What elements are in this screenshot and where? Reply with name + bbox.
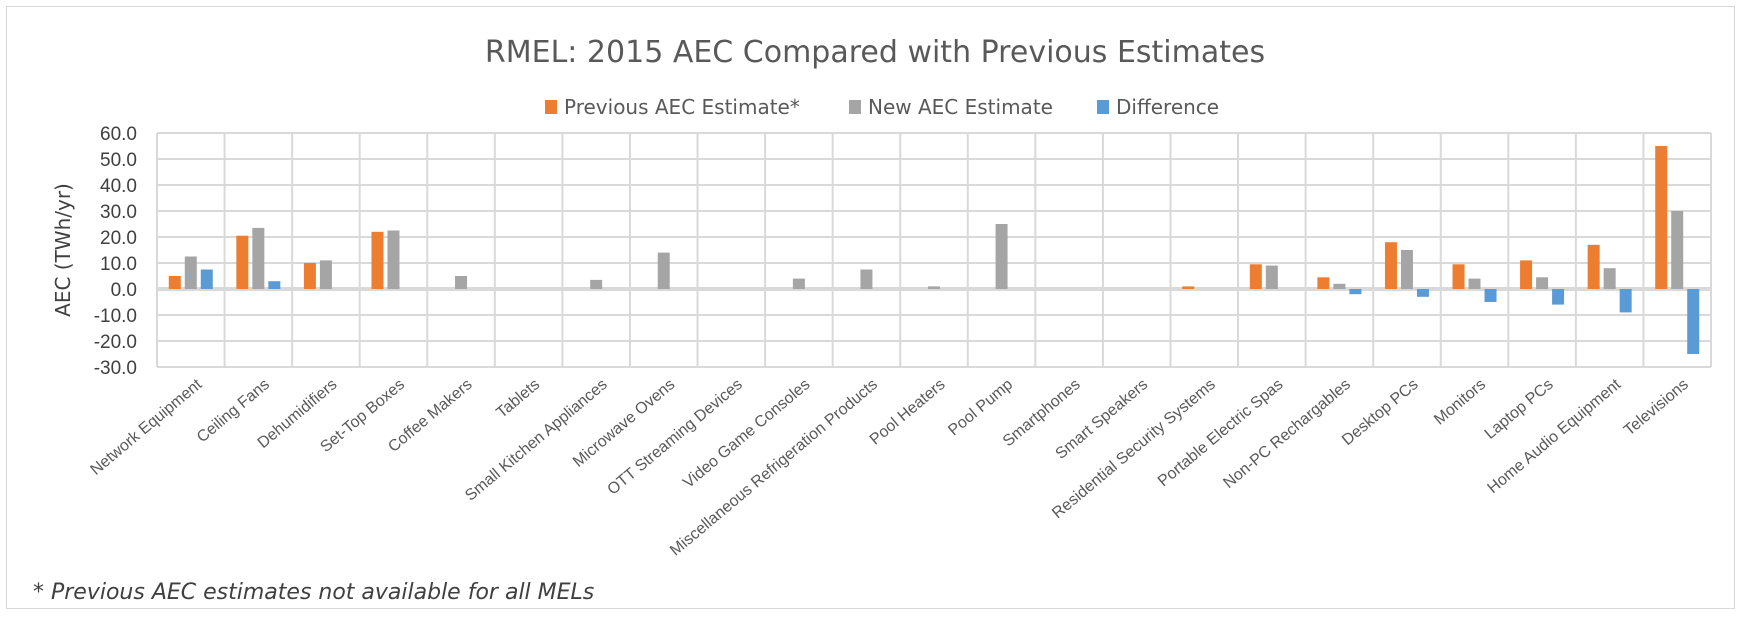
bar-difference-18 xyxy=(1416,289,1429,297)
bar-difference-0 xyxy=(200,269,213,289)
legend-swatch xyxy=(545,100,557,114)
y-tick-label: 20.0 xyxy=(100,228,137,249)
bar-previous-aec-estimate--21 xyxy=(1587,244,1600,289)
x-tick-label: Home Audio Equipment xyxy=(1485,376,1625,497)
x-tick-label: Non-PC Rechargables xyxy=(1220,376,1354,492)
grid xyxy=(156,132,1712,368)
bar-new-aec-estimate-9 xyxy=(792,278,805,289)
chart-frame xyxy=(6,6,1735,609)
bar-new-aec-estimate-7 xyxy=(657,252,670,289)
x-tick-label: Portable Electric Spas xyxy=(1155,376,1287,490)
bar-new-aec-estimate-19 xyxy=(1468,278,1481,289)
x-tick-label: Video Game Consoles xyxy=(680,376,813,492)
y-tick-label: 0.0 xyxy=(111,280,137,301)
bar-previous-aec-estimate--20 xyxy=(1520,260,1533,289)
bar-new-aec-estimate-21 xyxy=(1603,268,1616,289)
bar-new-aec-estimate-18 xyxy=(1400,250,1413,289)
y-tick-label: 60.0 xyxy=(100,124,137,145)
bar-new-aec-estimate-11 xyxy=(928,286,940,289)
y-tick-label: 10.0 xyxy=(100,254,137,275)
bar-previous-aec-estimate--16 xyxy=(1249,264,1262,289)
legend-swatch xyxy=(849,100,861,114)
bar-difference-1 xyxy=(268,281,281,289)
bar-previous-aec-estimate--18 xyxy=(1384,242,1397,289)
bar-previous-aec-estimate--1 xyxy=(236,235,249,289)
bar-previous-aec-estimate--0 xyxy=(168,276,181,289)
bar-difference-21 xyxy=(1619,289,1632,313)
y-tick-label: -30.0 xyxy=(94,358,137,379)
legend-swatch xyxy=(1097,100,1109,114)
bar-new-aec-estimate-12 xyxy=(995,224,1008,289)
bar-previous-aec-estimate--15 xyxy=(1182,286,1195,289)
bar-new-aec-estimate-22 xyxy=(1671,211,1684,289)
x-tick-label: Network Equipment xyxy=(87,376,205,479)
bar-new-aec-estimate-10 xyxy=(860,269,873,289)
y-tick-label: -10.0 xyxy=(94,306,137,327)
chart-title: RMEL: 2015 AEC Compared with Previous Es… xyxy=(485,35,1265,70)
bar-new-aec-estimate-20 xyxy=(1536,277,1549,289)
bar-new-aec-estimate-0 xyxy=(184,256,197,289)
bar-difference-22 xyxy=(1687,289,1700,354)
x-tick-label: Pool Pump xyxy=(945,376,1016,439)
legend-label: New AEC Estimate xyxy=(868,95,1053,119)
x-tick-label: Televisions xyxy=(1621,376,1692,439)
bar-previous-aec-estimate--2 xyxy=(303,263,316,289)
x-tick-label: OTT Streaming Devices xyxy=(604,376,745,499)
bar-new-aec-estimate-1 xyxy=(252,227,265,289)
bar-previous-aec-estimate--22 xyxy=(1655,146,1668,289)
x-tick-label: Tablets xyxy=(493,376,543,422)
y-tick-label: -20.0 xyxy=(94,332,137,353)
bar-new-aec-estimate-17 xyxy=(1333,283,1346,289)
bar-previous-aec-estimate--19 xyxy=(1452,264,1465,289)
bar-new-aec-estimate-4 xyxy=(455,276,468,289)
y-axis-ticks: 60.0 50.0 40.0 30.0 20.0 10.0 0.0 -10.0 -20.0 -30… xyxy=(94,124,137,379)
bar-new-aec-estimate-6 xyxy=(590,279,603,289)
bar-difference-17 xyxy=(1349,289,1362,295)
x-tick-label: Small Kitchen Appliances xyxy=(462,376,611,505)
bar-new-aec-estimate-3 xyxy=(387,230,400,289)
y-tick-label: 40.0 xyxy=(100,176,137,197)
x-tick-label: Monitors xyxy=(1431,376,1489,428)
y-axis-label: AEC (TWh/yr) xyxy=(51,183,75,317)
legend: Previous AEC Estimate* New AEC Estimate Di… xyxy=(545,95,1219,119)
bar-difference-20 xyxy=(1552,289,1565,305)
legend-label: Difference xyxy=(1116,95,1219,119)
bars xyxy=(168,146,1700,354)
bar-previous-aec-estimate--3 xyxy=(371,231,384,289)
bar-difference-19 xyxy=(1484,289,1497,302)
bar-previous-aec-estimate--17 xyxy=(1317,277,1330,289)
legend-label: Previous AEC Estimate* xyxy=(564,95,800,119)
bar-new-aec-estimate-2 xyxy=(319,260,332,289)
y-tick-label: 30.0 xyxy=(100,202,137,223)
y-tick-label: 50.0 xyxy=(100,150,137,171)
bar-new-aec-estimate-16 xyxy=(1265,265,1278,289)
footnote: * Previous AEC estimates not available f… xyxy=(33,580,594,605)
